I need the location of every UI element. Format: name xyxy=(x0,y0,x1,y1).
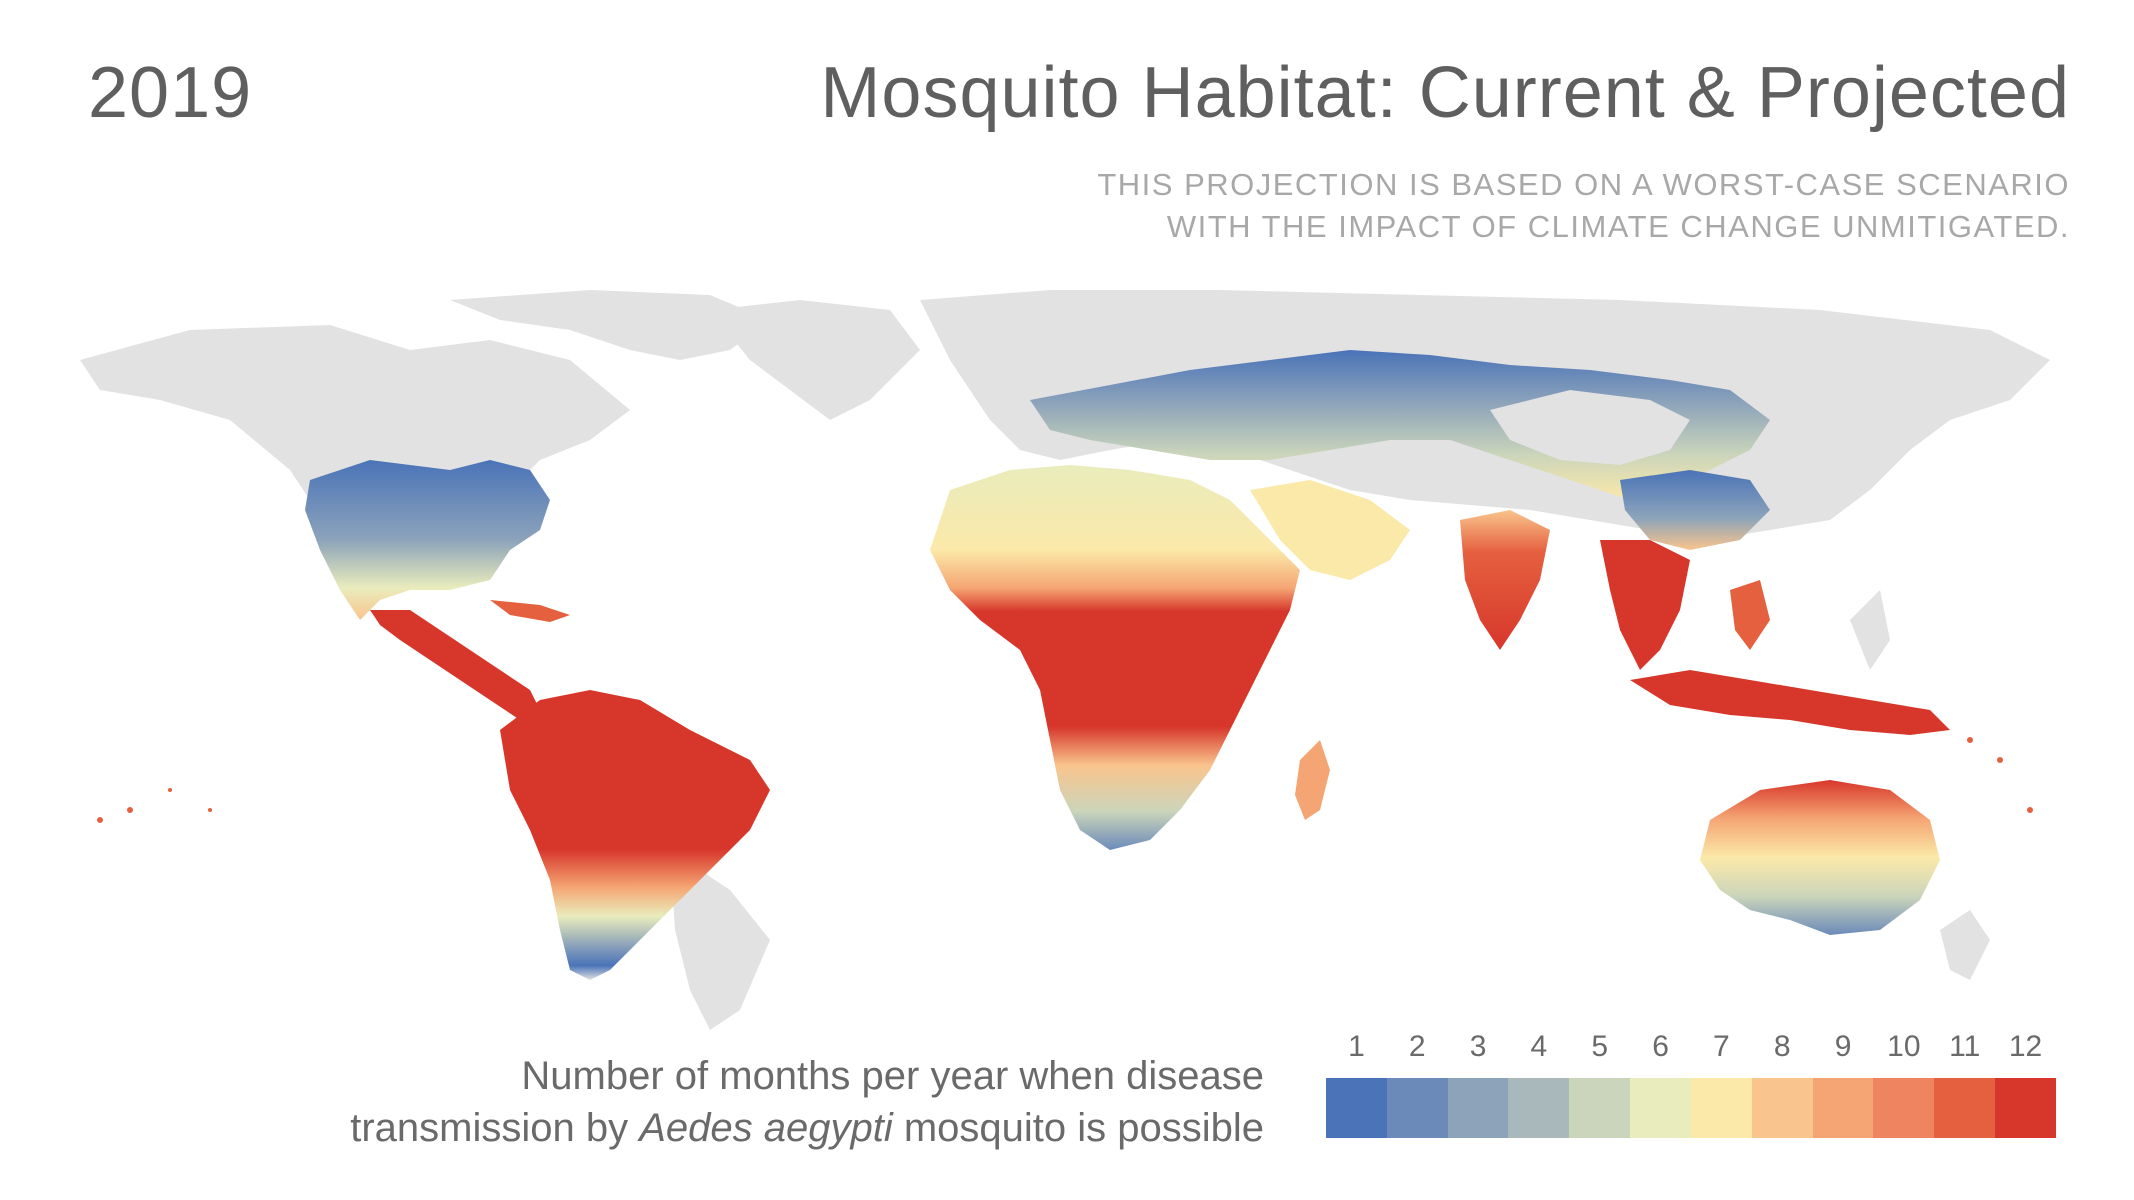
legend-label-6: 6 xyxy=(1652,1030,1669,1063)
legend-title-pre: transmission by xyxy=(350,1106,640,1150)
legend-label-5: 5 xyxy=(1591,1030,1609,1063)
legend-title-post: mosquito is possible xyxy=(892,1106,1264,1150)
legend-label-10: 10 xyxy=(1887,1030,1921,1063)
legend-swatch-8 xyxy=(1751,1078,1813,1138)
legend-bar xyxy=(1326,1078,2056,1138)
region-middle-east xyxy=(1250,480,1410,580)
legend-label-1: 1 xyxy=(1348,1030,1365,1063)
region-south-america xyxy=(500,690,770,980)
legend-swatch-3 xyxy=(1447,1078,1509,1138)
region-east-asia xyxy=(1620,470,1770,550)
legend-swatch-11 xyxy=(1934,1078,1996,1138)
region-southeast-asia xyxy=(1600,540,1690,670)
legend-title-species: Aedes aegypti xyxy=(639,1106,893,1150)
legend-label-11: 11 xyxy=(1949,1030,1981,1063)
region-caribbean xyxy=(490,600,570,622)
legend-label-7: 7 xyxy=(1713,1030,1730,1063)
legend-label-8: 8 xyxy=(1773,1030,1791,1063)
legend-label-2: 2 xyxy=(1408,1030,1426,1063)
region-indonesia xyxy=(1630,670,1950,735)
region-madagascar xyxy=(1295,740,1330,820)
legend-swatch-12 xyxy=(1995,1078,2056,1138)
region-eurasia-north xyxy=(1030,350,1770,500)
legend-label-4: 4 xyxy=(1530,1030,1548,1063)
region-china xyxy=(1490,390,1690,465)
legend-swatch-7 xyxy=(1690,1078,1752,1138)
year-label: 2019 xyxy=(88,53,253,133)
legend-label-3: 3 xyxy=(1469,1030,1487,1063)
legend-swatch-5 xyxy=(1569,1078,1631,1138)
legend-title-line-2: transmission by Aedes aegypti mosquito i… xyxy=(350,1102,1264,1154)
legend-swatch-6 xyxy=(1630,1078,1691,1138)
map-subtitle: THIS PROJECTION IS BASED ON A WORST-CASE… xyxy=(1097,164,2070,248)
legend-label-9: 9 xyxy=(1834,1030,1852,1063)
region-africa xyxy=(930,465,1300,850)
legend-title-line-1: Number of months per year when disease xyxy=(521,1054,1264,1098)
legend-swatch-2 xyxy=(1386,1078,1448,1138)
legend-swatch-9 xyxy=(1812,1078,1874,1138)
legend-labels: 1 2 3 4 5 6 7 8 9 10 11 12 xyxy=(1326,1030,2056,1070)
subtitle-line-2: WITH THE IMPACT OF CLIMATE CHANGE UNMITI… xyxy=(1166,209,2070,244)
legend-title: Number of months per year when disease t… xyxy=(350,1050,1264,1154)
legend-swatch-10 xyxy=(1873,1078,1935,1138)
legend-swatch-1 xyxy=(1326,1078,1387,1138)
color-legend: 1 2 3 4 5 6 7 8 9 10 11 12 xyxy=(1326,1030,2056,1138)
legend-label-12: 12 xyxy=(2008,1030,2043,1063)
legend-swatch-4 xyxy=(1508,1078,1570,1138)
subtitle-line-1: THIS PROJECTION IS BASED ON A WORST-CASE… xyxy=(1097,167,2070,202)
region-india xyxy=(1460,510,1550,650)
region-philippines xyxy=(1730,580,1770,650)
region-north-america xyxy=(305,460,550,620)
world-map xyxy=(80,290,2050,1030)
region-central-america xyxy=(370,610,540,720)
region-pacific-islands xyxy=(97,737,2033,823)
map-title: Mosquito Habitat: Current & Projected xyxy=(820,53,2070,133)
region-australia xyxy=(1700,780,1940,935)
